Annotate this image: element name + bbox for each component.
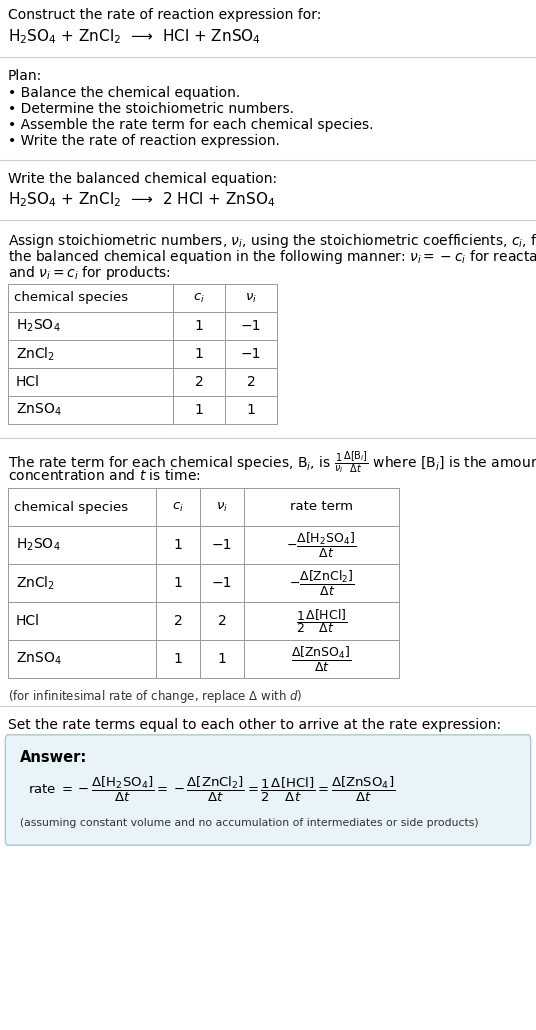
FancyBboxPatch shape [5,734,531,846]
Text: 1: 1 [218,652,226,666]
Text: the balanced chemical equation in the following manner: $\nu_i = -c_i$ for react: the balanced chemical equation in the fo… [8,248,536,266]
Text: HCl: HCl [16,614,40,628]
Text: ZnSO$_4$: ZnSO$_4$ [16,651,62,667]
Polygon shape [244,526,399,564]
Text: Assign stoichiometric numbers, $\nu_i$, using the stoichiometric coefficients, $: Assign stoichiometric numbers, $\nu_i$, … [8,232,536,250]
Text: Write the balanced chemical equation:: Write the balanced chemical equation: [8,172,277,186]
Polygon shape [8,526,156,564]
Text: • Determine the stoichiometric numbers.: • Determine the stoichiometric numbers. [8,102,294,116]
Text: 1: 1 [174,652,182,666]
Text: $\dfrac{1}{2}\dfrac{\Delta[\mathrm{HCl}]}{\Delta t}$: $\dfrac{1}{2}\dfrac{\Delta[\mathrm{HCl}]… [296,607,347,634]
Polygon shape [173,368,225,396]
Polygon shape [200,640,244,678]
Text: $\nu_i$: $\nu_i$ [245,291,257,305]
Text: rate term: rate term [290,501,353,514]
Text: 1: 1 [174,538,182,552]
Polygon shape [8,396,173,424]
Text: (for infinitesimal rate of change, replace $\Delta$ with $d$): (for infinitesimal rate of change, repla… [8,688,302,705]
Polygon shape [225,396,277,424]
Text: 2: 2 [195,375,203,389]
Polygon shape [173,396,225,424]
Text: 1: 1 [195,347,204,360]
Text: H$_2$SO$_4$: H$_2$SO$_4$ [16,537,61,553]
Polygon shape [225,312,277,340]
Polygon shape [8,340,173,368]
Text: ZnCl$_2$: ZnCl$_2$ [16,575,55,591]
Text: rate $= -\dfrac{\Delta[\mathrm{H_2SO_4}]}{\Delta t} = -\dfrac{\Delta[\mathrm{ZnC: rate $= -\dfrac{\Delta[\mathrm{H_2SO_4}]… [28,775,395,804]
Text: 2: 2 [247,375,255,389]
Polygon shape [8,284,173,312]
Text: 2: 2 [218,614,226,628]
Text: H$_2$SO$_4$ + ZnCl$_2$  ⟶  2 HCl + ZnSO$_4$: H$_2$SO$_4$ + ZnCl$_2$ ⟶ 2 HCl + ZnSO$_4… [8,190,276,209]
Polygon shape [200,526,244,564]
Text: • Write the rate of reaction expression.: • Write the rate of reaction expression. [8,134,280,148]
Text: chemical species: chemical species [14,291,128,305]
Text: $c_i$: $c_i$ [193,291,205,305]
Text: (assuming constant volume and no accumulation of intermediates or side products): (assuming constant volume and no accumul… [20,818,479,828]
Text: −1: −1 [241,319,261,333]
Text: Plan:: Plan: [8,69,42,83]
Polygon shape [200,602,244,640]
Text: Construct the rate of reaction expression for:: Construct the rate of reaction expressio… [8,8,322,22]
Polygon shape [8,640,156,678]
Text: 1: 1 [247,403,256,417]
Text: 1: 1 [174,576,182,590]
Polygon shape [8,368,173,396]
Text: • Balance the chemical equation.: • Balance the chemical equation. [8,85,240,100]
Polygon shape [156,640,200,678]
Text: Answer:: Answer: [20,750,87,765]
Text: and $\nu_i = c_i$ for products:: and $\nu_i = c_i$ for products: [8,264,171,282]
Polygon shape [156,602,200,640]
Polygon shape [200,488,244,526]
Text: −1: −1 [212,576,232,590]
Polygon shape [156,488,200,526]
Text: $c_i$: $c_i$ [172,501,184,514]
Polygon shape [225,284,277,312]
Polygon shape [8,602,156,640]
Polygon shape [173,284,225,312]
Text: Set the rate terms equal to each other to arrive at the rate expression:: Set the rate terms equal to each other t… [8,718,501,732]
Text: ZnSO$_4$: ZnSO$_4$ [16,402,62,418]
Text: $-\dfrac{\Delta[\mathrm{H_2SO_4}]}{\Delta t}$: $-\dfrac{\Delta[\mathrm{H_2SO_4}]}{\Delt… [286,530,356,559]
Polygon shape [173,312,225,340]
Text: 1: 1 [195,319,204,333]
Text: $-\dfrac{\Delta[\mathrm{ZnCl_2}]}{\Delta t}$: $-\dfrac{\Delta[\mathrm{ZnCl_2}]}{\Delta… [289,569,354,597]
Text: 2: 2 [174,614,182,628]
Text: chemical species: chemical species [14,501,128,514]
Text: 1: 1 [195,403,204,417]
Text: −1: −1 [212,538,232,552]
Text: HCl: HCl [16,375,40,389]
Polygon shape [225,340,277,368]
Polygon shape [156,526,200,564]
Polygon shape [244,564,399,602]
Text: concentration and $t$ is time:: concentration and $t$ is time: [8,468,200,483]
Text: ZnCl$_2$: ZnCl$_2$ [16,345,55,363]
Text: $\dfrac{\Delta[\mathrm{ZnSO_4}]}{\Delta t}$: $\dfrac{\Delta[\mathrm{ZnSO_4}]}{\Delta … [291,645,352,674]
Polygon shape [8,564,156,602]
Polygon shape [8,312,173,340]
Text: • Assemble the rate term for each chemical species.: • Assemble the rate term for each chemic… [8,118,374,132]
Text: H$_2$SO$_4$: H$_2$SO$_4$ [16,318,61,334]
Polygon shape [156,564,200,602]
Polygon shape [244,640,399,678]
Polygon shape [173,340,225,368]
Text: The rate term for each chemical species, B$_i$, is $\frac{1}{\nu_i}\frac{\Delta[: The rate term for each chemical species,… [8,450,536,476]
Polygon shape [8,488,156,526]
Polygon shape [244,602,399,640]
Text: $\nu_i$: $\nu_i$ [216,501,228,514]
Text: H$_2$SO$_4$ + ZnCl$_2$  ⟶  HCl + ZnSO$_4$: H$_2$SO$_4$ + ZnCl$_2$ ⟶ HCl + ZnSO$_4$ [8,27,261,45]
Polygon shape [244,488,399,526]
Text: −1: −1 [241,347,261,360]
Polygon shape [225,368,277,396]
Polygon shape [200,564,244,602]
